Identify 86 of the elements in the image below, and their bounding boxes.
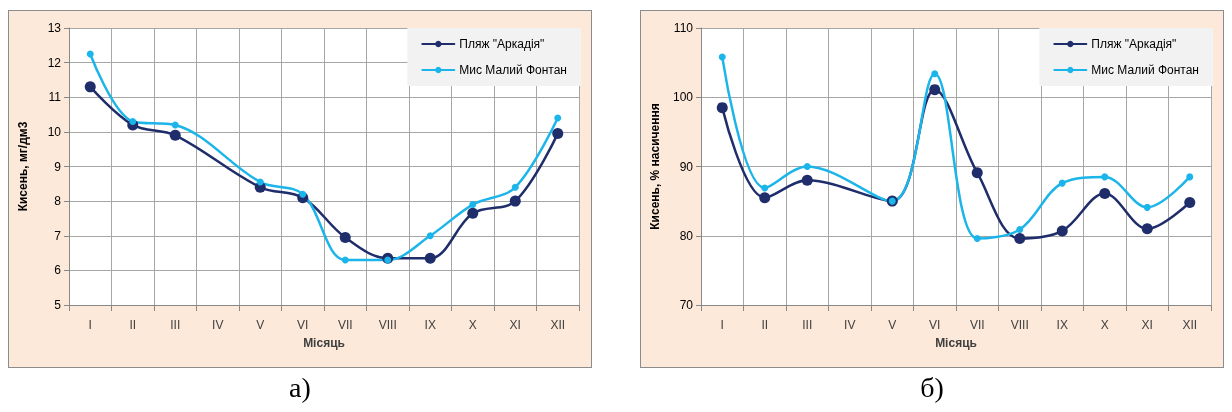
x-tick-label: X — [468, 318, 477, 332]
point — [341, 256, 349, 264]
x-tick-label: XII — [550, 318, 566, 332]
x-tick-label: XI — [1141, 318, 1153, 332]
point — [86, 50, 94, 58]
x-tick-label: VII — [969, 318, 985, 332]
x-tick-label: VIII — [1010, 318, 1029, 332]
y-tick-label: 12 — [47, 55, 62, 70]
x-axis-title: Місяць — [935, 336, 977, 350]
point — [1143, 203, 1151, 211]
x-tick-label: VIII — [378, 318, 397, 332]
y-tick-label: 8 — [54, 194, 62, 209]
point — [1016, 226, 1024, 234]
point — [426, 232, 434, 240]
point — [803, 163, 811, 170]
x-tick-label: VII — [337, 318, 353, 332]
text: а) — [288, 372, 312, 404]
y-tick-label: 70 — [679, 298, 694, 312]
y-tick-label: 110 — [673, 21, 694, 35]
point — [84, 81, 96, 93]
x-tick-label: II — [129, 318, 137, 332]
legend-label: Мис Малий Фонтан — [459, 63, 568, 77]
point — [467, 207, 479, 219]
x-tick-label: IV — [212, 318, 224, 332]
x-tick-label: V — [256, 318, 265, 332]
point — [256, 178, 264, 186]
x-tick-label: IV — [844, 318, 856, 332]
x-tick-label: XII — [1182, 318, 1198, 332]
point — [424, 252, 436, 264]
point — [1014, 233, 1026, 245]
point — [171, 121, 179, 129]
point — [718, 53, 726, 61]
point — [1056, 225, 1068, 237]
x-tick-label: III — [170, 318, 181, 332]
legend-label: Пляж "Аркадія" — [459, 37, 545, 51]
point — [299, 190, 307, 198]
point — [384, 256, 392, 264]
y-tick-label: 80 — [679, 228, 694, 243]
y-tick-label: 13 — [47, 21, 62, 35]
y-tick-label: 6 — [54, 263, 62, 278]
x-tick-label: I — [720, 318, 724, 332]
point — [339, 231, 351, 243]
legend-label: Пляж "Аркадія" — [1091, 37, 1177, 51]
point — [511, 183, 519, 191]
y-tick-label: 10 — [47, 124, 62, 139]
y-tick-label: 7 — [54, 228, 62, 243]
x-tick-label: V — [888, 318, 897, 332]
x-tick-label: II — [761, 318, 769, 332]
point — [973, 235, 981, 243]
x-tick-label: III — [802, 318, 813, 332]
legend-label: Мис Малий Фонтан — [1091, 63, 1200, 77]
x-tick-label: I — [88, 318, 92, 332]
point — [1058, 179, 1066, 187]
x-tick-label: IX — [1056, 318, 1068, 332]
x-tick-label: X — [1100, 318, 1109, 332]
y-tick-label: 100 — [672, 90, 694, 105]
y-tick-label: 11 — [48, 90, 62, 105]
point — [552, 128, 564, 140]
y-axis-title: Кисень, мг/дм3 — [16, 121, 30, 212]
point — [1101, 173, 1109, 181]
point — [716, 102, 728, 114]
point — [554, 114, 562, 122]
x-tick-label: VI — [929, 318, 941, 332]
x-tick-label: IX — [424, 318, 436, 332]
y-tick-label: 90 — [679, 159, 694, 174]
point — [929, 84, 941, 96]
point — [469, 201, 477, 209]
point — [129, 117, 137, 125]
point — [1186, 173, 1194, 181]
x-tick-label: XI — [509, 318, 521, 332]
x-tick-label: VI — [297, 318, 309, 332]
y-tick-label: 9 — [54, 159, 62, 174]
point — [761, 184, 769, 192]
point — [509, 195, 521, 207]
point — [971, 167, 983, 179]
point — [1184, 197, 1196, 209]
point — [169, 129, 181, 141]
point — [1141, 223, 1153, 235]
point — [1099, 188, 1111, 199]
point — [931, 70, 939, 78]
y-axis-title: Кисень, % насичення — [648, 103, 662, 230]
point — [801, 174, 813, 186]
x-axis-title: Місяць — [303, 336, 345, 350]
point — [759, 192, 771, 204]
y-tick-label: 5 — [54, 298, 62, 312]
text: б) — [919, 372, 945, 404]
